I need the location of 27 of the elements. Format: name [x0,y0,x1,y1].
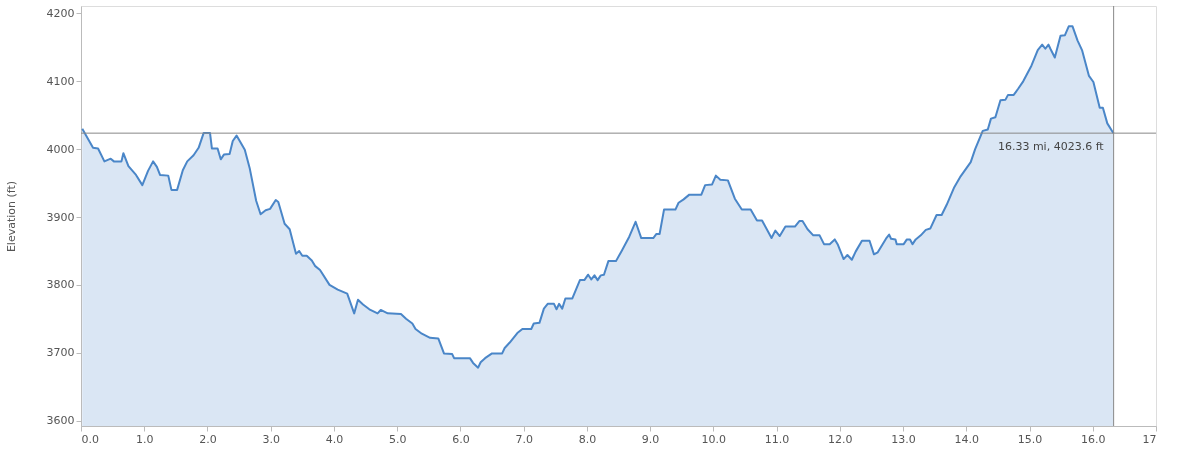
x-tick-label: 3.0 [262,432,280,446]
x-tick-label: 14.0 [954,432,980,446]
x-tick-label: 4.0 [325,432,344,446]
x-tick-label: 15.0 [1017,432,1043,446]
x-tick-label: 8.0 [578,432,597,446]
x-tick-label: 1.0 [135,432,154,446]
x-tick-label: 16.0 [1081,432,1106,446]
x-tick-label: 17 [1142,432,1157,446]
y-tick-label: 4100 [46,74,75,88]
x-tick-label: 7.0 [515,432,533,446]
x-tick-label: 2.0 [199,432,217,446]
y-tick-label: 4000 [46,142,75,156]
annotation: 16.33 mi, 4023.6 ft [997,140,1105,154]
y-tick-label: 3600 [46,414,75,428]
x-tick-label: 10.0 [701,432,727,446]
x-tick-label: 11.0 [764,432,790,446]
y-axis-title: Elevation (ft) [4,180,18,253]
x-tick-label: 0.0 [81,432,99,446]
x-tick-label: 12.0 [828,432,853,446]
x-tick-label: 9.0 [641,432,660,446]
x-tick-label: 13.0 [891,432,916,446]
x-tick-label: 6.0 [452,432,470,446]
x-tick-label: 5.0 [388,432,407,446]
y-tick-label: 3800 [46,278,75,292]
y-tick-label: 3900 [46,210,75,224]
y-tick-label: 3700 [46,346,75,360]
y-tick-label: 4200 [46,6,75,20]
